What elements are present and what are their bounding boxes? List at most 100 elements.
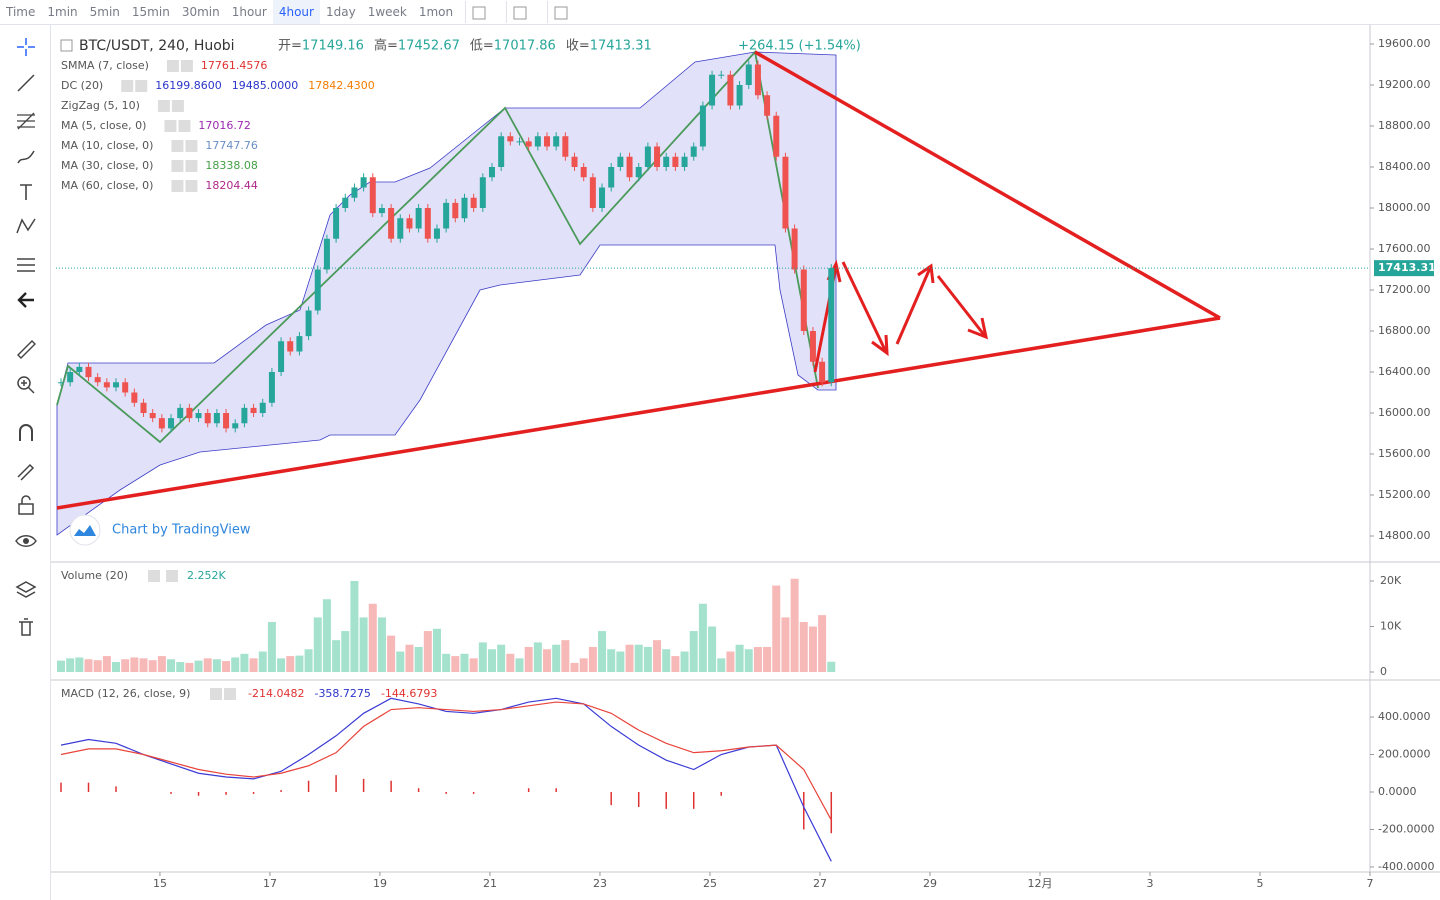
candle	[479, 177, 486, 208]
volume-bar	[561, 640, 570, 672]
indicator-settings[interactable]	[148, 570, 160, 582]
collapse-box[interactable]	[60, 39, 73, 52]
layers-tool[interactable]	[14, 578, 38, 602]
ruler-tool[interactable]	[14, 337, 38, 361]
lock-tool[interactable]	[14, 493, 38, 517]
indicator-name: MA (10, close, 0)	[61, 139, 153, 152]
back-tool[interactable]	[14, 288, 38, 312]
candle	[168, 418, 175, 429]
volume-bar	[524, 646, 533, 672]
candle	[241, 407, 248, 424]
volume-bar	[286, 656, 295, 672]
interval-button[interactable]: 1day	[325, 5, 356, 19]
indicator-settings[interactable]	[171, 180, 184, 192]
interval-button[interactable]: 4hour	[272, 0, 320, 24]
indicator-remove[interactable]	[185, 180, 198, 192]
indicator-remove[interactable]	[166, 570, 178, 582]
delete-tool[interactable]	[14, 615, 38, 639]
y-tick-label: -200.0000	[1378, 822, 1434, 835]
interval-button[interactable]: 15min	[131, 5, 170, 19]
fib-tool[interactable]	[14, 109, 38, 133]
symbol: BTC/USDT, 240, Huobi	[79, 38, 235, 54]
change: +264.15 (+1.54%)	[738, 39, 861, 54]
toolbar-icon[interactable]	[465, 1, 500, 23]
prediction-tool[interactable]	[14, 253, 38, 277]
watermark: Chart by TradingView	[69, 514, 251, 546]
candle	[232, 423, 239, 429]
x-tick-label: 29	[923, 877, 937, 890]
macd-line	[60, 697, 832, 862]
candle	[204, 413, 211, 424]
x-tick-label: 12月	[1027, 877, 1052, 890]
x-tick-label: 17	[263, 877, 277, 890]
candle	[76, 366, 83, 373]
volume-bar	[689, 631, 698, 672]
indicator-settings[interactable]	[164, 120, 177, 132]
candle	[764, 95, 771, 116]
volume-bar	[240, 653, 249, 672]
indicator-settings[interactable]	[157, 100, 170, 112]
candle	[397, 218, 404, 239]
candle	[544, 136, 551, 147]
y-tick-label: 16000.00	[1378, 406, 1431, 419]
brush-tool[interactable]	[14, 145, 38, 169]
volume-bar	[442, 653, 451, 672]
candle	[415, 207, 422, 229]
interval-button[interactable]: 1mon	[418, 5, 454, 19]
candle	[424, 207, 431, 239]
volume-bar	[662, 649, 671, 672]
toolbar-icon[interactable]	[547, 1, 582, 23]
interval-button[interactable]: Time	[6, 5, 36, 19]
y-tick-label: 17200.00	[1378, 283, 1431, 296]
volume-bar	[414, 646, 423, 672]
interval-button[interactable]: 5min	[89, 5, 120, 19]
zoom-tool[interactable]	[14, 373, 38, 397]
pattern-tool[interactable]	[14, 215, 38, 239]
indicator-remove[interactable]	[224, 688, 236, 700]
indicator-remove[interactable]	[185, 140, 198, 152]
crosshair-tool[interactable]	[14, 35, 38, 59]
candle	[809, 331, 816, 362]
indicator-settings[interactable]	[166, 60, 179, 72]
indicator-value: 18338.08	[205, 159, 258, 172]
volume-bar	[396, 651, 405, 672]
volume-bar	[332, 640, 341, 672]
indicator-settings[interactable]	[171, 160, 184, 172]
line-tool[interactable]	[14, 71, 38, 95]
candle	[488, 166, 495, 178]
volume-bar	[533, 642, 542, 672]
volume-bar	[763, 646, 772, 672]
drawing-arrows[interactable]	[813, 259, 989, 373]
magnet-tool[interactable]	[14, 421, 38, 445]
interval-button[interactable]: 1hour	[231, 5, 267, 19]
volume-bar	[387, 635, 396, 672]
volume-bar	[744, 649, 753, 672]
indicator-remove[interactable]	[178, 120, 191, 132]
toolbar-icon[interactable]	[506, 1, 541, 23]
indicator-remove[interactable]	[180, 60, 193, 72]
indicator-remove[interactable]	[171, 100, 184, 112]
lock-draw-tool[interactable]	[14, 457, 38, 481]
candle	[433, 228, 440, 239]
candle	[608, 166, 615, 188]
y-tick-label: 17600.00	[1378, 242, 1431, 255]
text-tool[interactable]	[14, 180, 38, 204]
y-tick-label: 16800.00	[1378, 324, 1431, 337]
interval-button[interactable]: 1week	[367, 5, 407, 19]
volume-bar	[708, 626, 717, 672]
y-tick-label: -400.0000	[1378, 860, 1434, 873]
candle	[773, 115, 780, 157]
volume-bar	[781, 617, 790, 672]
macd-title: MACD (12, 26, close, 9)	[61, 687, 190, 700]
candle	[690, 146, 697, 157]
interval-button[interactable]: 1min	[47, 5, 78, 19]
indicator-settings[interactable]	[210, 688, 222, 700]
indicator-settings[interactable]	[121, 80, 134, 92]
interval-button[interactable]: 30min	[181, 5, 220, 19]
indicator-remove[interactable]	[135, 80, 148, 92]
drawing-triangle[interactable]	[56, 50, 1221, 510]
indicator-settings[interactable]	[171, 140, 184, 152]
visibility-tool[interactable]	[14, 529, 38, 553]
indicator-remove[interactable]	[185, 160, 198, 172]
